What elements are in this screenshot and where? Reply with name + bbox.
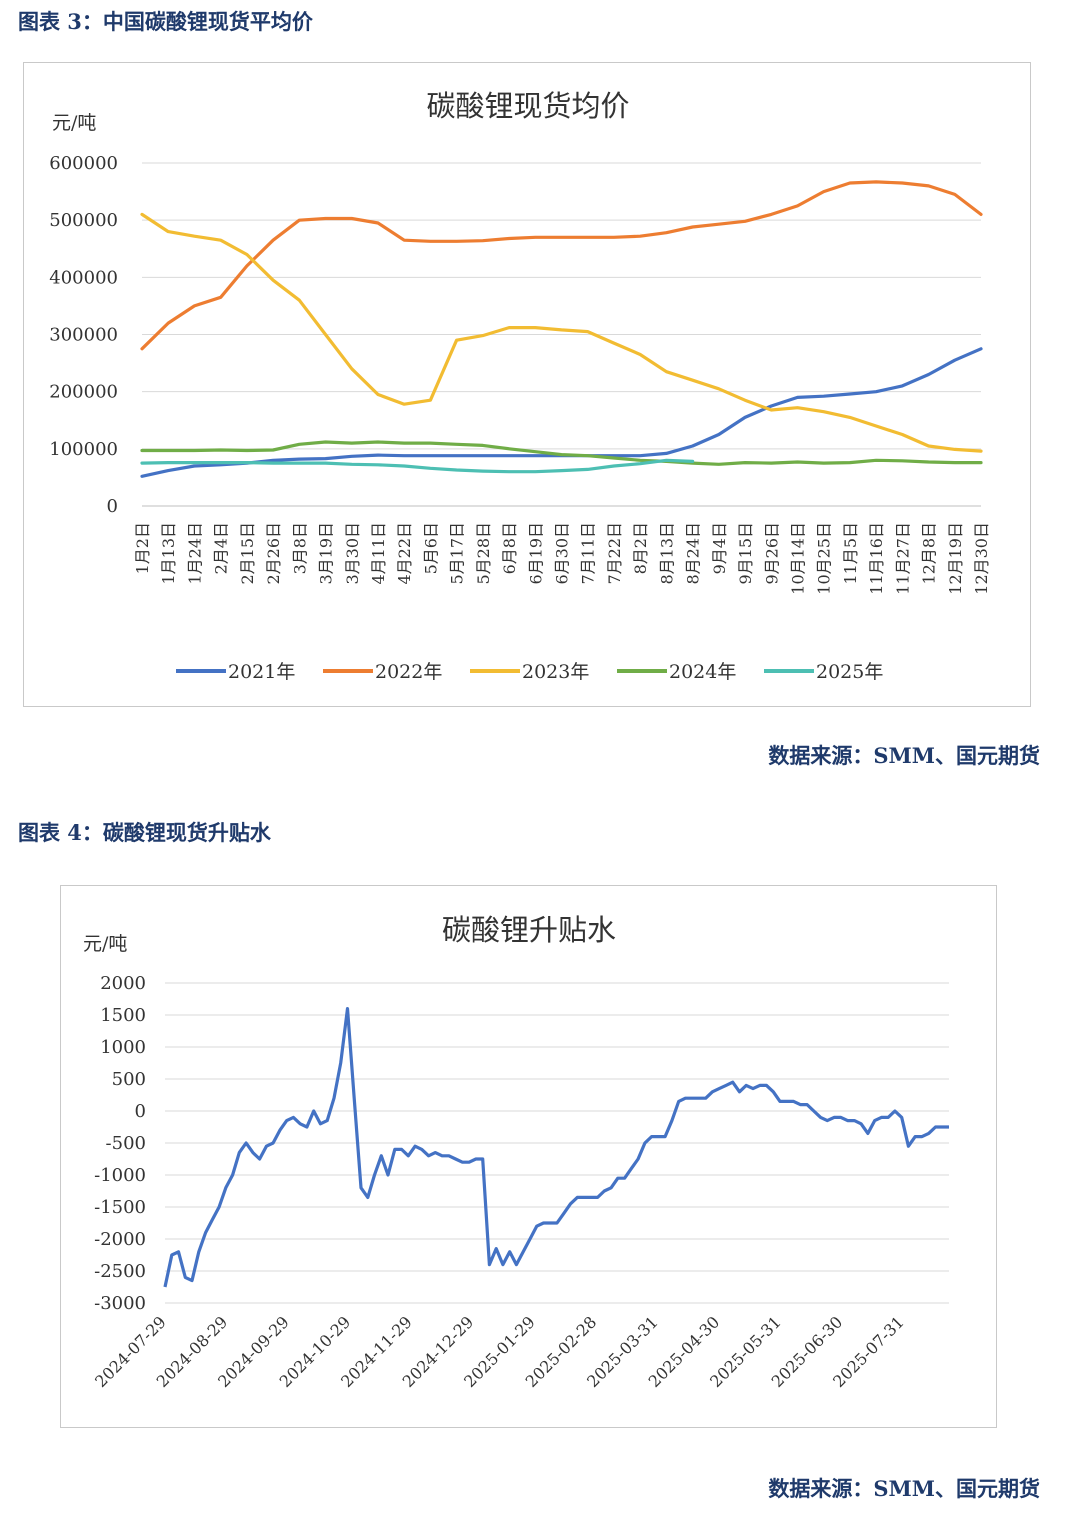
chart2-y-tick-label: -500 <box>106 1133 146 1154</box>
chart1-x-tick-label: 2月15日 <box>238 522 257 585</box>
chart1-x-tick-label: 8月13日 <box>657 522 676 585</box>
chart1-x-tick-label: 3月19日 <box>317 522 336 585</box>
chart1-x-tick-label: 8月2日 <box>631 522 650 574</box>
chart2-y-tick-label: 500 <box>112 1069 146 1090</box>
figure4-chart-box: 碳酸锂升贴水元/吨 2000 1500 1000 500 0 -500 -1000 -1500 -… <box>60 885 997 1428</box>
chart1-x-tick-label: 9月4日 <box>710 522 729 574</box>
chart1-legend-label: 2021年 <box>228 661 295 683</box>
chart1-x-tick-label: 10月25日 <box>815 522 834 595</box>
chart1-x-tick-label: 12月8日 <box>920 522 939 585</box>
chart1-y-tick-label: 200000 <box>49 382 118 403</box>
chart1-x-tick-label: 1月13日 <box>159 522 178 585</box>
chart2-y-tick-label: -1500 <box>94 1197 146 1218</box>
chart1-x-tick-label: 4月11日 <box>369 522 388 585</box>
chart1-x-tick-label: 9月15日 <box>736 522 755 585</box>
figure4-source: 数据来源：SMM、国元期货 <box>768 1476 1040 1501</box>
chart1-series-line-2021年 <box>140 347 983 478</box>
chart1-y-tick-label: 400000 <box>49 267 118 288</box>
chart1-x-tick-label: 6月30日 <box>553 522 572 585</box>
chart1-y-tick-label: 300000 <box>49 325 118 346</box>
chart2-y-tick-label: -1000 <box>94 1165 146 1186</box>
chart1-x-tick-label: 2月26日 <box>264 522 283 585</box>
chart2-y-tick-label: 1500 <box>100 1005 146 1026</box>
figure3-caption: 图表 3：中国碳酸锂现货平均价 <box>18 9 313 34</box>
chart1-series-line-2022年 <box>140 180 983 351</box>
chart2-title: 碳酸锂升贴水 <box>442 913 616 947</box>
chart2-y-tick-label: 0 <box>135 1101 146 1122</box>
chart2-y-tick-label: -3000 <box>94 1293 146 1314</box>
figure3-chart-box: 碳酸锂现货均价元/吨 0 100000 200000 300000 400000 50000… <box>23 62 1031 707</box>
chart1-y-tick-label: 600000 <box>49 153 118 174</box>
chart1-x-tick-label: 8月24日 <box>684 522 703 585</box>
chart1-x-tick-label: 6月8日 <box>500 522 519 574</box>
chart1-x-tick-label: 5月17日 <box>448 522 467 585</box>
chart1-x-tick-label: 4月22日 <box>395 522 414 585</box>
chart2-y-tick-label: 1000 <box>100 1037 146 1058</box>
chart1-y-tick-label: 0 <box>107 496 118 517</box>
chart1-x-tick-label: 2月4日 <box>212 522 231 574</box>
chart1-x-tick-label: 6月19日 <box>526 522 545 585</box>
chart2-y-unit: 元/吨 <box>83 933 127 955</box>
chart1-y-tick-label: 500000 <box>49 210 118 231</box>
chart1-legend-label: 2022年 <box>375 661 442 683</box>
chart1-x-tick-label: 3月30日 <box>343 522 362 585</box>
chart1-x-tick-label: 11月16日 <box>867 522 886 595</box>
chart1-x-tick-label: 5月28日 <box>474 522 493 585</box>
chart1-x-tick-label: 9月26日 <box>762 522 781 585</box>
chart2-y-tick-label: 2000 <box>100 973 146 994</box>
chart1-x-tick-label: 3月8日 <box>290 522 309 574</box>
chart1-x-tick-label: 11月5日 <box>841 522 860 585</box>
chart1-series-line-2025年 <box>140 458 695 474</box>
chart1-x-tick-label: 11月27日 <box>893 522 912 595</box>
chart1-x-tick-label: 10月14日 <box>788 522 807 595</box>
chart2-y-tick-label: -2000 <box>94 1229 146 1250</box>
chart1-series-line-2024年 <box>140 440 983 466</box>
chart1-x-tick-label: 5月6日 <box>421 522 440 574</box>
chart2-y-tick-label: -2500 <box>94 1261 146 1282</box>
chart1-x-tick-label: 1月2日 <box>133 522 152 574</box>
figure4-caption: 图表 4：碳酸锂现货升贴水 <box>18 820 271 845</box>
chart1-legend-label: 2023年 <box>522 661 589 683</box>
chart1-y-unit: 元/吨 <box>52 112 96 134</box>
chart1-title: 碳酸锂现货均价 <box>426 89 629 123</box>
chart1-x-tick-label: 12月19日 <box>946 522 965 595</box>
chart1-y-tick-label: 100000 <box>49 439 118 460</box>
chart1-x-tick-label: 7月22日 <box>605 522 624 585</box>
chart1-legend-label: 2025年 <box>816 661 883 683</box>
figure3-source: 数据来源：SMM、国元期货 <box>768 743 1040 768</box>
chart1-legend-label: 2024年 <box>669 661 736 683</box>
chart1-x-tick-label: 12月30日 <box>972 522 991 595</box>
chart1-x-tick-label: 7月11日 <box>579 522 598 585</box>
chart1-x-tick-label: 1月24日 <box>185 522 204 585</box>
chart2-series-line <box>163 1007 949 1288</box>
chart1-series-line-2023年 <box>140 212 983 453</box>
